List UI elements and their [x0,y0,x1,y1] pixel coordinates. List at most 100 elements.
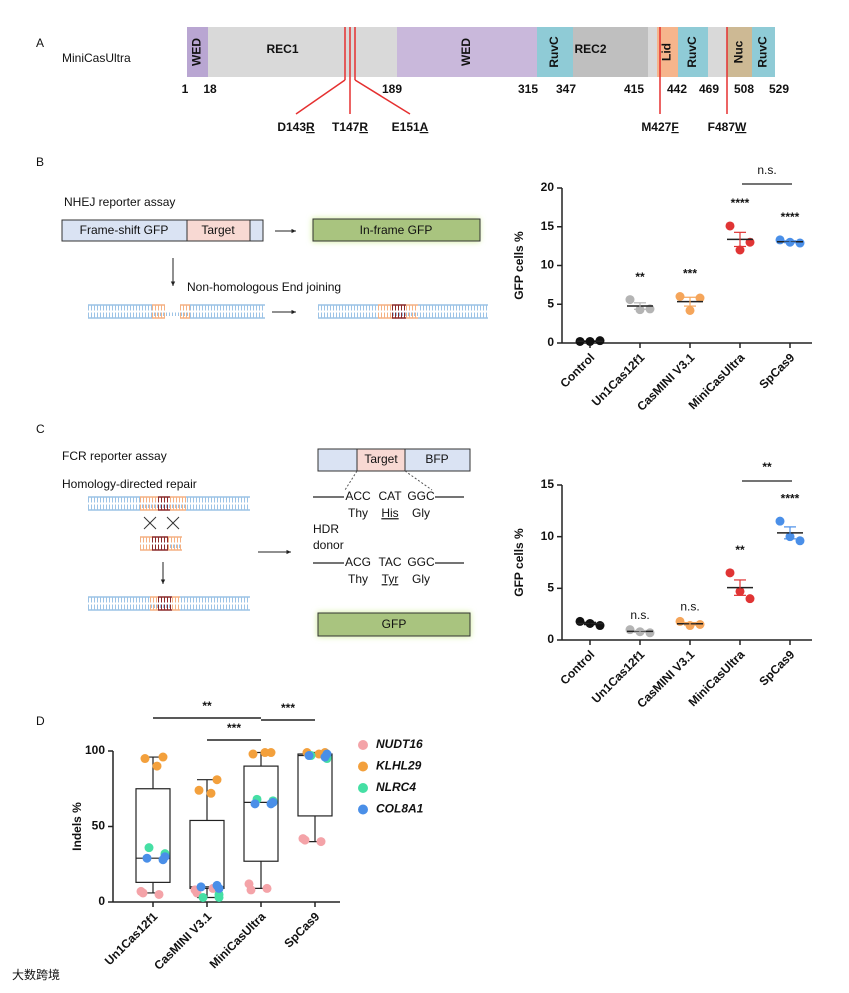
process-label: Non-homologous End joining [187,280,341,294]
residue: Gly [412,572,430,586]
significance-label: **** [731,196,750,210]
arrow-head [291,228,296,234]
mutation-residue: R [306,120,315,134]
mutation-residue: R [359,120,368,134]
data-point [625,625,635,635]
y-tick-label: 10 [541,529,555,543]
data-point [214,892,224,902]
codon: TAC [378,555,401,569]
product-box [312,218,481,242]
mutation-site: M427 [641,120,671,134]
legend-marker [358,740,368,750]
protein-name: MiniCasUltra [62,51,131,65]
mutation-line [295,79,346,115]
construct-box [404,448,471,472]
x-tick-label: SpCas9 [756,647,797,688]
residue-position: 18 [203,82,217,96]
box [297,753,333,817]
data-point [775,516,785,526]
domain-label: RuvC [685,36,699,68]
domain-label: WED [459,38,473,66]
panel-label: D [36,714,45,728]
domain [657,27,678,77]
panel-label: B [36,155,44,169]
domain [537,27,573,77]
donor-label: donor [313,538,344,552]
residue: Thy [348,572,368,586]
y-tick-label: 5 [547,581,554,595]
comparison-label: ** [202,699,212,713]
error-bar [784,240,796,244]
x-tick-label: Un1Cas12f1 [102,909,161,968]
error-bar [684,296,696,307]
significance-label: ** [735,543,745,557]
mutation-site: T147 [332,120,360,134]
arrow-head [286,549,291,555]
comparison-label: *** [281,701,295,715]
data-point [675,292,685,301]
data-point [212,775,222,785]
legend-label: NUDT16 [376,737,423,751]
construct-label: Target [364,452,398,466]
data-point [198,892,208,902]
box [135,788,171,883]
data-point [595,621,605,631]
significance-label: **** [781,210,800,224]
data-point [262,883,272,893]
legend-label: KLHL29 [376,759,422,773]
x-tick-label: Control [557,350,597,390]
crossover [143,516,157,530]
data-point [260,748,270,758]
data-point [144,843,154,853]
data-point [138,888,148,898]
domain-label: WED [190,38,204,66]
domain-label: Nuc [732,40,746,63]
y-axis-label: GFP cells % [512,231,526,300]
box [189,819,225,890]
zoom-line [344,470,358,491]
data-point [248,749,258,759]
data-point [206,788,216,798]
error-bar [734,231,746,248]
mutation-label: D143R [277,120,315,134]
error-bar [584,340,596,343]
significance-label: *** [683,267,697,281]
significance-label: **** [781,491,800,505]
construct-box [317,448,358,472]
comparison-label: *** [227,721,241,735]
mutation-label: M427F [641,120,678,134]
mutation-residue: W [735,120,747,134]
domain-label: REC2 [574,42,606,56]
assay-title: FCR reporter assay [62,449,167,463]
process-label: Homology-directed repair [62,477,197,491]
significance-label: n.s. [680,600,699,614]
dna-gap [180,303,190,315]
residue-position: 315 [518,82,538,96]
data-point [152,761,162,771]
product-label: In-frame GFP [360,223,433,237]
data-point [250,799,260,809]
comparison-label: ** [762,460,772,474]
residue-position: 189 [382,82,402,96]
data-point [795,536,805,546]
codon: GGC [407,555,435,569]
mutation-line [354,79,411,115]
codon: CAT [378,489,402,503]
data-point [575,616,585,626]
legend-label: NLRC4 [376,780,416,794]
y-tick-label: 20 [541,180,555,194]
domain [678,27,708,77]
watermark: 大数跨境 [12,967,60,982]
data-point [158,855,168,865]
mutation-residue: A [420,120,429,134]
data-point [140,754,150,764]
domain [397,27,537,77]
domain [752,27,775,77]
error-bar [634,302,646,310]
y-axis-label: GFP cells % [512,528,526,597]
error-bar [584,621,596,626]
error-bar [734,579,746,596]
data-point [194,785,204,795]
